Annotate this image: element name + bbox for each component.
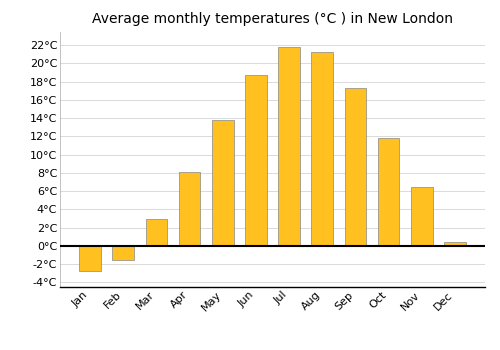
Bar xyxy=(378,138,400,246)
Bar xyxy=(146,218,167,246)
Bar xyxy=(80,246,101,271)
Bar xyxy=(278,47,300,246)
Bar xyxy=(312,51,333,246)
Bar xyxy=(344,88,366,246)
Bar xyxy=(179,172,201,246)
Bar xyxy=(245,75,266,246)
Bar xyxy=(411,187,432,246)
Bar xyxy=(212,120,234,246)
Bar xyxy=(112,246,134,260)
Title: Average monthly temperatures (°C ) in New London: Average monthly temperatures (°C ) in Ne… xyxy=(92,12,453,26)
Bar xyxy=(444,242,466,246)
